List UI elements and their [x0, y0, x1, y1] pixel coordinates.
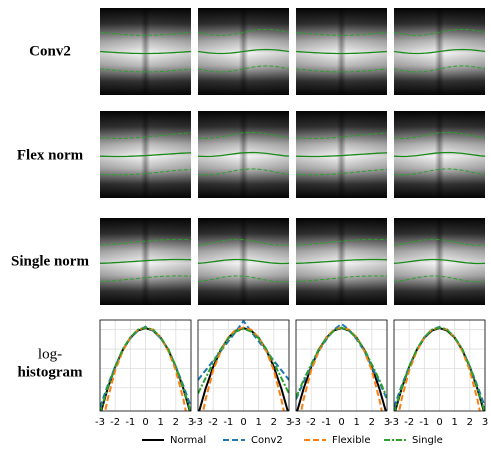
x-tick-label: 3 [188, 417, 194, 428]
heatmap-shade [296, 218, 387, 305]
series-line [198, 320, 289, 381]
mean-line [295, 50, 388, 55]
mean-line [197, 48, 290, 55]
band-line [197, 238, 290, 246]
x-tick-label: -2 [404, 417, 414, 428]
heatmap-shade [100, 8, 191, 95]
x-tick-label: 0 [436, 417, 442, 428]
series-line [394, 326, 485, 411]
x-tick-label: 2 [369, 417, 375, 428]
x-tick-label: 0 [142, 417, 148, 428]
band-line [393, 238, 486, 246]
series-line [100, 326, 191, 411]
x-tick-label: 2 [271, 417, 277, 428]
heatmap-shade [296, 111, 387, 198]
x-tick-label: -1 [125, 417, 135, 428]
band-line [197, 275, 290, 283]
band-line [295, 31, 388, 36]
band-line [99, 275, 192, 283]
band-line [197, 28, 290, 36]
x-tick-label: -3 [389, 417, 399, 428]
band-line [393, 275, 486, 283]
band-line [393, 28, 486, 36]
x-tick-label: 2 [467, 417, 473, 428]
band-line [295, 132, 388, 139]
band-line [99, 68, 192, 73]
plot-frame [295, 319, 388, 412]
x-tick-label: 0 [338, 417, 344, 428]
band-line [197, 65, 290, 73]
mean-line [295, 152, 388, 158]
x-tick-label: -2 [306, 417, 316, 428]
x-tick-label: 0 [240, 417, 246, 428]
heatmap-shade [296, 8, 387, 95]
x-tick-label: 1 [451, 417, 457, 428]
mean-line [393, 48, 486, 55]
x-tick-label: -2 [110, 417, 120, 428]
band-line [393, 131, 486, 139]
plot-frame [197, 319, 290, 412]
mean-line [99, 50, 192, 55]
x-tick-label: 3 [286, 417, 292, 428]
x-tick-label: 3 [384, 417, 390, 428]
band-line [99, 168, 192, 176]
band-line [99, 31, 192, 36]
legend-label: Flexible [332, 435, 370, 446]
heatmaps [99, 8, 486, 305]
band-line [99, 132, 192, 139]
x-tick-label: -2 [208, 417, 218, 428]
plot-frame [99, 319, 192, 412]
legend-label: Conv2 [251, 435, 283, 446]
x-tick-label: -3 [95, 417, 105, 428]
x-tick-label: -3 [291, 417, 301, 428]
plot-frame [393, 319, 486, 412]
x-tick-label: -1 [321, 417, 331, 428]
row-label: histogram [18, 364, 84, 380]
series-line [296, 322, 387, 400]
mean-line [393, 151, 486, 158]
band-line [197, 168, 290, 176]
x-tick-label: -3 [193, 417, 203, 428]
mean-line [393, 258, 486, 265]
row-label: log- [38, 346, 62, 362]
heatmap-shade [100, 111, 191, 198]
heatmap-shade [100, 218, 191, 305]
band-line [197, 131, 290, 139]
mean-line [197, 151, 290, 158]
x-tick-label: -1 [419, 417, 429, 428]
row-label: Single norm [11, 253, 89, 269]
band-line [295, 238, 388, 246]
mean-line [99, 152, 192, 158]
legend-label: Normal [170, 435, 206, 446]
row-label: Conv2 [29, 43, 71, 59]
x-tick-label: 3 [482, 417, 488, 428]
legend: Normal Conv2 Flexible Single [142, 435, 443, 446]
x-tick-label: 1 [157, 417, 163, 428]
row-label: Flex norm [17, 147, 84, 163]
series-line [198, 327, 289, 395]
x-tick-label: 1 [255, 417, 261, 428]
series-line [296, 326, 387, 398]
band-line [295, 168, 388, 176]
band-line [295, 275, 388, 283]
band-line [393, 65, 486, 73]
x-tick-label: 2 [173, 417, 179, 428]
x-tick-label: 1 [353, 417, 359, 428]
mean-line [295, 258, 388, 264]
x-tick-label: -1 [223, 417, 233, 428]
band-line [295, 68, 388, 73]
mean-line [99, 258, 192, 264]
legend-label: Single [412, 435, 443, 446]
mean-line [197, 258, 290, 265]
band-line [393, 168, 486, 176]
charts: -3 -2 -1 0 1 2 3-3 -2 -1 0 1 2 3-3 -2 -1 0 1 2 3-3 -2 -1 0 1 2 3 [95, 319, 488, 428]
band-line [99, 238, 192, 246]
